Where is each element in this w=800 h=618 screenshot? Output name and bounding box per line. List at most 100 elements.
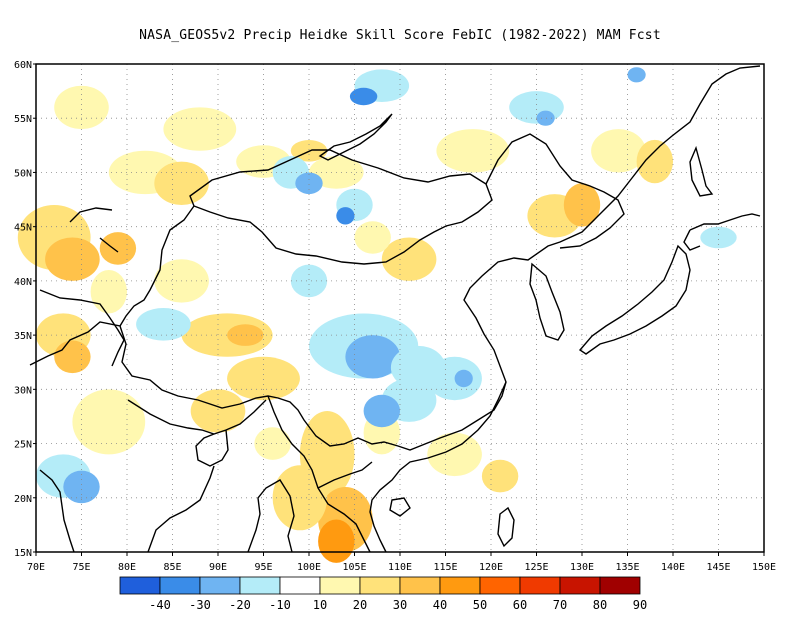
skill-shade-region (509, 91, 564, 124)
map-frame (35, 63, 765, 553)
coastline-mainland (29, 65, 761, 451)
colorbar-label: -20 (229, 598, 251, 612)
skill-shade-region (481, 459, 519, 493)
latitude-tick-label: 15N (14, 548, 32, 559)
colorbar-label: 80 (593, 598, 607, 612)
border-himalaya (127, 399, 267, 467)
lat-lon-grid (36, 64, 764, 552)
skill-shade-region (336, 207, 355, 225)
colorbar: -40 -30 -20 -10 10 20 30 40 50 60 70 80 90 (119, 576, 647, 612)
skill-shade-region (591, 129, 646, 173)
skill-shade-region (454, 369, 473, 388)
skill-shade-region (227, 324, 264, 346)
skill-shade-region (363, 394, 400, 428)
skill-shade-region (290, 264, 328, 298)
border-mongolia (189, 149, 493, 265)
longitude-tick-label: 115E (433, 562, 457, 573)
skill-shade-region (54, 340, 91, 374)
longitude-tick-label: 125E (524, 562, 548, 573)
colorbar-swatch (359, 576, 401, 595)
skill-shade-region (99, 232, 137, 265)
longitude-tick-label: 110E (388, 562, 412, 573)
longitude-tick-label: 120E (479, 562, 503, 573)
colorbar-label: 10 (313, 598, 327, 612)
longitude-tick-label: 100E (297, 562, 321, 573)
latitude-tick-label: 20N (14, 494, 32, 505)
colorbar-swatch (399, 576, 441, 595)
colorbar-label: 40 (433, 598, 447, 612)
coastline-and-borders (29, 65, 761, 553)
skill-shade-region (227, 356, 300, 401)
skill-shade-region (272, 465, 328, 531)
skill-shade-region (154, 161, 209, 205)
border-mainland-se-asia (267, 395, 373, 553)
colorbar-swatch (199, 576, 241, 595)
longitude-tick-label: 105E (342, 562, 366, 573)
colorbar-swatch (599, 576, 641, 595)
longitude-tick-label: 70E (27, 562, 45, 573)
skill-shade-region (354, 221, 391, 254)
map-title: NASA_GEOS5v2 Precip Heidke Skill Score F… (139, 28, 661, 43)
latitude-tick-label: 45N (14, 223, 32, 234)
colorbar-swatch (279, 576, 321, 595)
longitude-tick-label: 135E (615, 562, 639, 573)
coastline-hainan (389, 497, 411, 517)
skill-shade-region (45, 237, 100, 281)
coastline-taiwan (497, 506, 515, 548)
skill-shade-region (345, 335, 401, 379)
coastline-southeast (369, 381, 507, 553)
colorbar-swatch (319, 576, 361, 595)
skill-shade-region (636, 139, 673, 184)
skill-shade-region (563, 183, 601, 227)
skill-score-shading (17, 67, 737, 563)
skill-shade-region (295, 172, 323, 195)
skill-shade-region (627, 67, 646, 83)
colorbar-swatch (159, 576, 201, 595)
longitude-tick-label: 130E (570, 562, 594, 573)
skill-shade-region (349, 87, 378, 106)
longitude-tick-label: 80E (118, 562, 136, 573)
colorbar-swatch (519, 576, 561, 595)
border-central-asia (39, 205, 195, 367)
colorbar-label: 70 (553, 598, 567, 612)
colorbar-label: 30 (393, 598, 407, 612)
skill-shade-region (436, 129, 510, 173)
coastline-lake-baikal (318, 113, 393, 161)
longitude-tick-label: 95E (254, 562, 272, 573)
colorbar-label: 50 (473, 598, 487, 612)
longitude-tick-label: 75E (72, 562, 90, 573)
coastline-myanmar (247, 479, 295, 553)
longitude-tick-label: 90E (209, 562, 227, 573)
coastline-india-east (147, 465, 215, 553)
border-manchuria (485, 133, 625, 249)
skill-shade-region (136, 308, 191, 341)
skill-shade-region (190, 389, 246, 433)
colorbar-swatch (479, 576, 521, 595)
colorbar-label: -10 (269, 598, 291, 612)
skill-shade-region (54, 85, 109, 130)
colorbar-label: 60 (513, 598, 527, 612)
latitude-tick-label: 25N (14, 440, 32, 451)
colorbar-label: 90 (633, 598, 647, 612)
colorbar-label: 20 (353, 598, 367, 612)
colorbar-swatch (119, 576, 161, 595)
longitude-tick-label: 85E (163, 562, 181, 573)
longitude-tick-label: 150E (752, 562, 776, 573)
skill-shade-region (536, 110, 555, 126)
longitude-tick-label: 140E (661, 562, 685, 573)
coastline-sakhalin (689, 145, 714, 197)
coastline-india-west (39, 469, 75, 553)
latitude-tick-label: 30N (14, 385, 32, 396)
longitude-tick-label: 145E (706, 562, 730, 573)
skill-shade-region (318, 519, 355, 563)
coastline-caspian-balkhash (69, 207, 119, 253)
latitude-tick-label: 55N (14, 114, 32, 125)
latitude-tick-labels: 15N 20N 25N 30N 35N 40N 45N 50N 55N 60N (14, 60, 36, 559)
skill-shade-region (427, 432, 482, 477)
latitude-tick-label: 60N (14, 60, 32, 71)
colorbar-label: -40 (149, 598, 171, 612)
colorbar-swatch (559, 576, 601, 595)
skill-shade-region (163, 107, 237, 151)
skill-shade-region (72, 389, 146, 455)
